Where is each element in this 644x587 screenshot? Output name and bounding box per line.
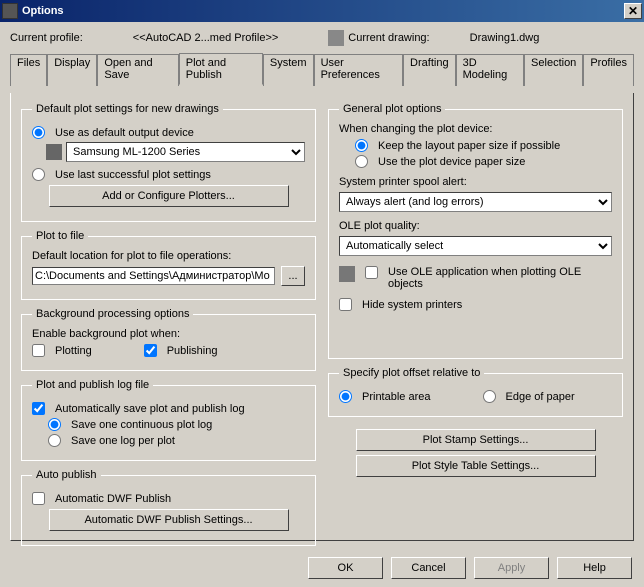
btn-dwf-settings[interactable]: Automatic DWF Publish Settings... [49,509,289,531]
plot-to-file-label: Default location for plot to file operat… [32,250,305,262]
help-button[interactable]: Help [557,557,632,579]
tab-plot-publish[interactable]: Plot and Publish [179,53,263,85]
lbl-keep-layout: Keep the layout paper size if possible [378,140,560,152]
lbl-use-ole: Use OLE application when plotting OLE ob… [388,266,612,290]
tab-display[interactable]: Display [47,54,97,86]
radio-default-output[interactable] [32,126,45,139]
dialog-buttons: OK Cancel Apply Help [0,549,644,587]
tab-open-save[interactable]: Open and Save [97,54,178,86]
tab-profiles[interactable]: Profiles [583,54,634,86]
background-legend: Background processing options [32,308,193,320]
autopub-group: Auto publish Automatic DWF Publish Autom… [21,469,316,546]
window-title: Options [22,5,624,17]
tab-selection[interactable]: Selection [524,54,583,86]
offset-group: Specify plot offset relative to Printabl… [328,367,623,417]
ole-label: OLE plot quality: [339,220,612,232]
lbl-printable: Printable area [362,391,431,403]
default-plot-group: Default plot settings for new drawings U… [21,103,316,222]
tab-strip: Files Display Open and Save Plot and Pub… [10,52,634,85]
background-label: Enable background plot when: [32,328,305,340]
lbl-edge: Edge of paper [506,391,575,403]
general-plot-group: General plot options When changing the p… [328,103,623,359]
general-plot-legend: General plot options [339,103,445,115]
lbl-publishing: Publishing [167,345,218,357]
chk-auto-dwf[interactable] [32,492,45,505]
offset-legend: Specify plot offset relative to [339,367,484,379]
btn-plot-style[interactable]: Plot Style Table Settings... [356,455,596,477]
tab-files[interactable]: Files [10,54,47,86]
ole-icon [339,266,355,282]
profile-row: Current profile: <<AutoCAD 2...med Profi… [10,30,634,46]
spool-label: System printer spool alert: [339,176,612,188]
radio-keep-layout[interactable] [355,139,368,152]
radio-edge[interactable] [483,390,496,403]
radio-use-device[interactable] [355,155,368,168]
tab-3d[interactable]: 3D Modeling [456,54,524,86]
default-plot-legend: Default plot settings for new drawings [32,103,223,115]
tab-drafting[interactable]: Drafting [403,54,456,86]
ok-button[interactable]: OK [308,557,383,579]
lbl-continuous-log: Save one continuous plot log [71,419,212,431]
lbl-auto-dwf: Automatic DWF Publish [55,493,171,505]
logfile-group: Plot and publish log file Automatically … [21,379,316,461]
plot-path-input[interactable] [32,267,275,285]
printer-icon [46,144,62,160]
printer-select[interactable]: Samsung ML-1200 Series [66,142,305,162]
ole-select[interactable]: Automatically select [339,236,612,256]
lbl-hide-printers: Hide system printers [362,299,462,311]
btn-configure-plotters[interactable]: Add or Configure Plotters... [49,185,289,207]
lbl-per-plot-log: Save one log per plot [71,435,175,447]
plot-to-file-group: Plot to file Default location for plot t… [21,230,316,300]
chk-publishing[interactable] [144,344,157,357]
app-icon [2,3,18,19]
drawing-icon [328,30,344,46]
label-last-plot: Use last successful plot settings [55,169,211,181]
logfile-legend: Plot and publish log file [32,379,153,391]
lbl-plotting: Plotting [55,345,92,357]
tab-system[interactable]: System [263,54,314,86]
chk-hide-printers[interactable] [339,298,352,311]
spool-select[interactable]: Always alert (and log errors) [339,192,612,212]
background-group: Background processing options Enable bac… [21,308,316,371]
radio-continuous-log[interactable] [48,418,61,431]
plot-to-file-legend: Plot to file [32,230,88,242]
chk-auto-save-log[interactable] [32,402,45,415]
tab-user-prefs[interactable]: User Preferences [314,54,403,86]
label-default-output: Use as default output device [55,127,194,139]
profile-label: Current profile: [10,32,83,44]
browse-button[interactable]: ... [281,266,305,286]
changing-label: When changing the plot device: [339,123,612,135]
apply-button[interactable]: Apply [474,557,549,579]
drawing-value: Drawing1.dwg [470,32,540,44]
radio-last-plot[interactable] [32,168,45,181]
cancel-button[interactable]: Cancel [391,557,466,579]
titlebar: Options ✕ [0,0,644,22]
profile-value: <<AutoCAD 2...med Profile>> [133,32,279,44]
radio-printable[interactable] [339,390,352,403]
close-button[interactable]: ✕ [624,3,642,19]
radio-per-plot-log[interactable] [48,434,61,447]
chk-plotting[interactable] [32,344,45,357]
chk-use-ole[interactable] [365,266,378,279]
lbl-auto-save-log: Automatically save plot and publish log [55,403,245,415]
drawing-label: Current drawing: [348,32,429,44]
btn-plot-stamp[interactable]: Plot Stamp Settings... [356,429,596,451]
autopub-legend: Auto publish [32,469,101,481]
lbl-use-device: Use the plot device paper size [378,156,525,168]
